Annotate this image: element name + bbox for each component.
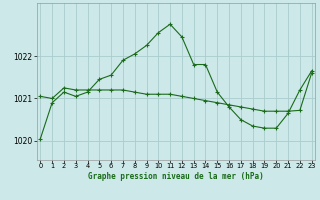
X-axis label: Graphe pression niveau de la mer (hPa): Graphe pression niveau de la mer (hPa): [88, 172, 264, 181]
